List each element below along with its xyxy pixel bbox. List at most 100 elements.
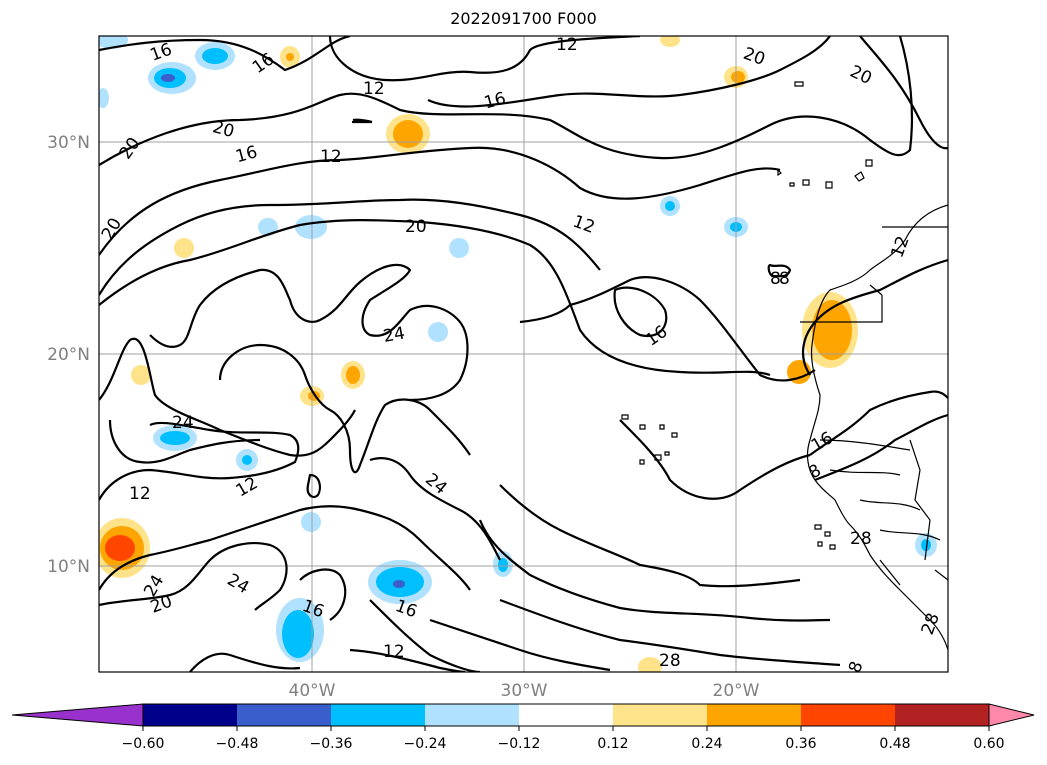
contour-label: 12 (363, 79, 385, 99)
colorbar-bin (519, 704, 614, 726)
colorbar-tick-label: 0.48 (879, 736, 910, 752)
contour-line (478, 519, 831, 622)
contour-line (767, 263, 792, 278)
colorbar-tick-label: 0.12 (597, 736, 628, 752)
colorbar-tick-label: −0.12 (498, 736, 541, 752)
positive-anomaly-blob (131, 365, 151, 385)
lon-label-20w: 20°W (713, 681, 760, 701)
contour-label: 28 (659, 651, 681, 671)
positive-anomaly-blob (346, 366, 360, 384)
negative-anomaly-blob (258, 218, 278, 236)
graticule (99, 36, 948, 672)
contour-line (499, 598, 841, 667)
colorbar-tick-label: −0.36 (310, 736, 353, 752)
lat-label-30n: 30°N (47, 133, 90, 153)
negative-anomaly-blob (161, 74, 175, 82)
contour-line (369, 599, 481, 672)
contour-label: 28 (850, 529, 872, 549)
colorbar-bin (613, 704, 708, 726)
contour-label: 20 (847, 62, 875, 89)
contour-line (99, 421, 300, 501)
colorbar-frame (142, 703, 990, 727)
contour-line (99, 219, 771, 377)
positive-anomaly-blob (731, 71, 745, 83)
contour-label: 20 (405, 217, 427, 237)
map-title: 2022091700 F000 (450, 9, 597, 28)
contour-label: 12 (887, 233, 913, 260)
colorbar-tick-label: 0.36 (785, 736, 816, 752)
contour-line (349, 648, 466, 672)
contour-label: 24 (172, 413, 194, 433)
contour-label: 12 (320, 147, 342, 167)
contour-line (352, 118, 373, 124)
negative-anomaly-blob (449, 238, 469, 258)
map-frame (98, 35, 949, 673)
contour-label: 8 (845, 659, 867, 676)
contour-line (519, 276, 816, 382)
positive-anomaly-blob (105, 535, 135, 561)
lon-label-40w: 40°W (289, 681, 336, 701)
colorbar: −0.60 −0.48 −0.36 −0.24 −0.12 0.12 0.24 0.36 0.4… (11, 703, 1035, 752)
contour-line (328, 36, 641, 82)
contour-line (619, 419, 811, 500)
contour-label: 12 (556, 35, 578, 55)
contour-label: 8 (770, 269, 781, 289)
contour-label: 8 (779, 269, 790, 289)
positive-anomaly-blob (286, 53, 294, 61)
colorbar-bin (425, 704, 520, 726)
positive-anomaly-blob (660, 36, 680, 47)
contour-label: 16 (482, 89, 508, 114)
contour-line (189, 652, 301, 672)
contour-label: 16 (249, 49, 278, 78)
contour-label: 16 (642, 322, 671, 351)
negative-anomaly-blob (301, 512, 321, 532)
contour-line (99, 36, 351, 72)
colorbar-tick-label: 0.24 (691, 736, 722, 752)
colorbar-extension-high (988, 703, 1035, 727)
negative-anomaly-blob (921, 539, 931, 551)
contour-line (299, 568, 347, 621)
colorbar-bin (143, 704, 238, 726)
colorbar-tick-label: −0.24 (404, 736, 447, 752)
contour-label: 24 (421, 470, 450, 499)
latitude-labels: 30°N 20°N 10°N (47, 133, 90, 577)
positive-anomaly-blob (174, 238, 194, 258)
colorbar-tick-label: 0.60 (973, 736, 1004, 752)
colorbar-extension-low (11, 703, 144, 727)
contour-line (429, 618, 611, 672)
coastlines (621, 81, 948, 651)
contour-line (859, 36, 948, 150)
coastline (879, 439, 948, 586)
negative-anomaly-blob (202, 48, 228, 64)
contour-line (99, 36, 914, 166)
contour-line (499, 484, 801, 588)
lat-label-20n: 20°N (47, 345, 90, 365)
colorbar-bin (331, 704, 426, 726)
contour-line (427, 36, 831, 108)
negative-anomaly-blob (498, 558, 508, 572)
negative-anomaly-blob (428, 322, 448, 342)
contour-line (99, 505, 471, 591)
coastline (621, 414, 678, 465)
contour-line (613, 286, 668, 338)
contour-line (218, 343, 471, 474)
contour-line (99, 542, 288, 611)
negative-anomaly-blob (160, 431, 190, 445)
contour-label: 16 (148, 40, 175, 66)
negative-anomaly-blob (665, 201, 675, 211)
contour-line (814, 413, 948, 482)
negative-anomaly-blob (282, 610, 314, 658)
longitude-labels: 40°W 30°W 20°W (289, 681, 760, 701)
shaded-anomalies (99, 36, 937, 672)
negative-anomaly-blob (242, 455, 252, 465)
coastline (819, 439, 941, 541)
contour-line (99, 146, 781, 256)
contour-label: 24 (224, 570, 253, 598)
positive-anomaly-blob (393, 120, 423, 148)
lat-label-10n: 10°N (47, 557, 90, 577)
contour-line (802, 258, 948, 376)
negative-anomaly-blob (99, 88, 109, 108)
contour-label: 12 (129, 484, 151, 504)
colorbar-bin (707, 704, 802, 726)
map-plot-area: 12 16 20 16 16 20 12 12 16 20 20 20 12 2… (99, 35, 948, 676)
